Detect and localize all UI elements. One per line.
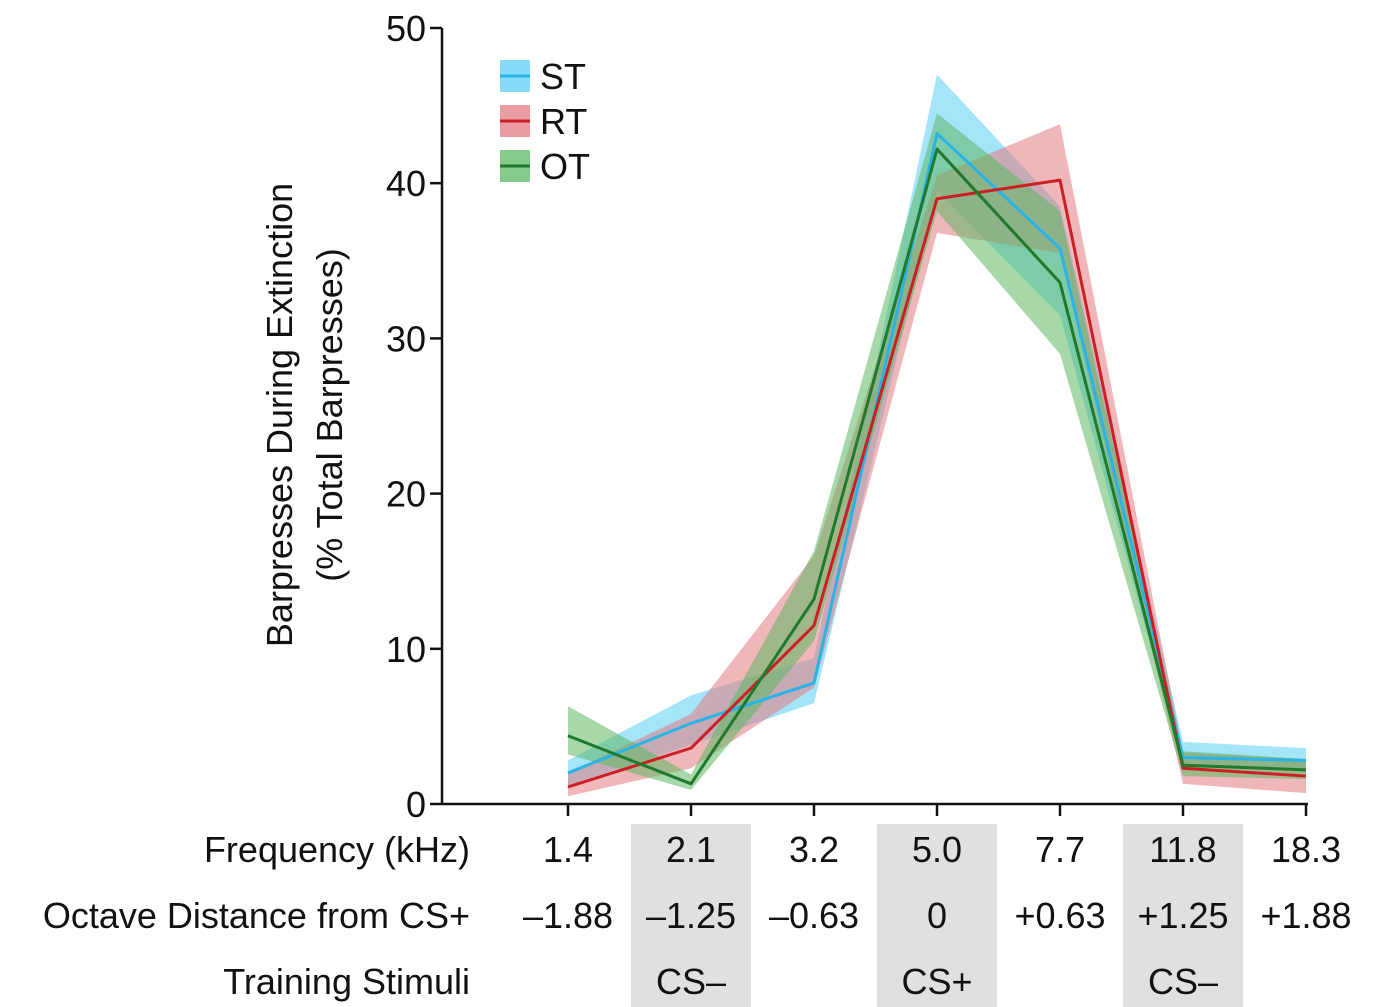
- highlight-column-2.1: [631, 824, 751, 1007]
- row-value: +0.63: [1014, 895, 1105, 936]
- row-label: Octave Distance from CS+: [43, 895, 470, 936]
- y-tick-label: 30: [386, 318, 426, 359]
- row-label: Frequency (kHz): [204, 829, 470, 870]
- row-value: 1.4: [543, 829, 593, 870]
- row-value: 2.1: [666, 829, 716, 870]
- line-OT: [567, 147, 1307, 786]
- row-value: 5.0: [912, 829, 962, 870]
- row-value: +1.25: [1137, 895, 1228, 936]
- row-value: CS–: [656, 961, 726, 1002]
- x-category-rows: Frequency (kHz) 1.4 2.1 3.2 5.0 7.7 11.8 18.3 Oc…: [43, 829, 1352, 1002]
- row-value: –1.25: [646, 895, 736, 936]
- y-tick-label: 20: [386, 474, 426, 515]
- row-value: 3.2: [789, 829, 839, 870]
- row-label: Training Stimuli: [223, 961, 470, 1002]
- error-bands: [568, 74, 1306, 797]
- line-ST: [567, 132, 1307, 775]
- band-RT: [568, 124, 1306, 797]
- row-value: CS+: [901, 961, 972, 1002]
- y-ticks: 0 10 20 30 40 50: [386, 8, 442, 825]
- y-tick-label: 0: [406, 784, 426, 825]
- y-tick-label: 40: [386, 163, 426, 204]
- highlight-column-11.8: [1123, 824, 1243, 1007]
- row-value: CS–: [1148, 961, 1218, 1002]
- row-value: 0: [927, 895, 947, 936]
- column-highlights: [631, 824, 1243, 1007]
- axes: [440, 28, 1308, 806]
- x-ticks: [566, 804, 1308, 816]
- legend-label-RT: RT: [540, 101, 587, 142]
- row-value: –0.63: [769, 895, 859, 936]
- row-value: 18.3: [1271, 829, 1341, 870]
- line-RT: [567, 178, 1307, 789]
- y-tick-label: 50: [386, 8, 426, 49]
- row-value: 11.8: [1149, 829, 1216, 870]
- legend-label-ST: ST: [540, 56, 586, 97]
- y-axis-label-line2: (% Total Barpresses): [309, 248, 350, 581]
- y-axis-label-line1: Barpresses During Extinction: [259, 183, 300, 647]
- legend-label-OT: OT: [540, 146, 590, 187]
- row-value: +1.88: [1260, 895, 1351, 936]
- y-tick-label: 10: [386, 629, 426, 670]
- row-value: 7.7: [1035, 829, 1085, 870]
- row-value: –1.88: [523, 895, 613, 936]
- highlight-column-5.0: [877, 824, 997, 1007]
- series-lines: [567, 132, 1307, 789]
